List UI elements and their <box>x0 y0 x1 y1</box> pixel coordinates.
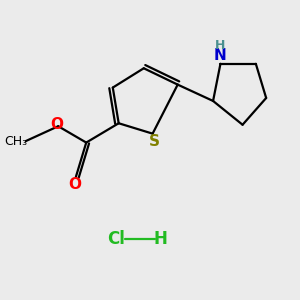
Text: N: N <box>214 48 227 63</box>
Text: CH₃: CH₃ <box>4 135 27 148</box>
Text: H: H <box>153 230 167 248</box>
Text: H: H <box>215 40 226 52</box>
Text: O: O <box>50 117 63 132</box>
Text: Cl: Cl <box>107 230 125 248</box>
Text: O: O <box>68 177 81 192</box>
Text: S: S <box>148 134 160 149</box>
